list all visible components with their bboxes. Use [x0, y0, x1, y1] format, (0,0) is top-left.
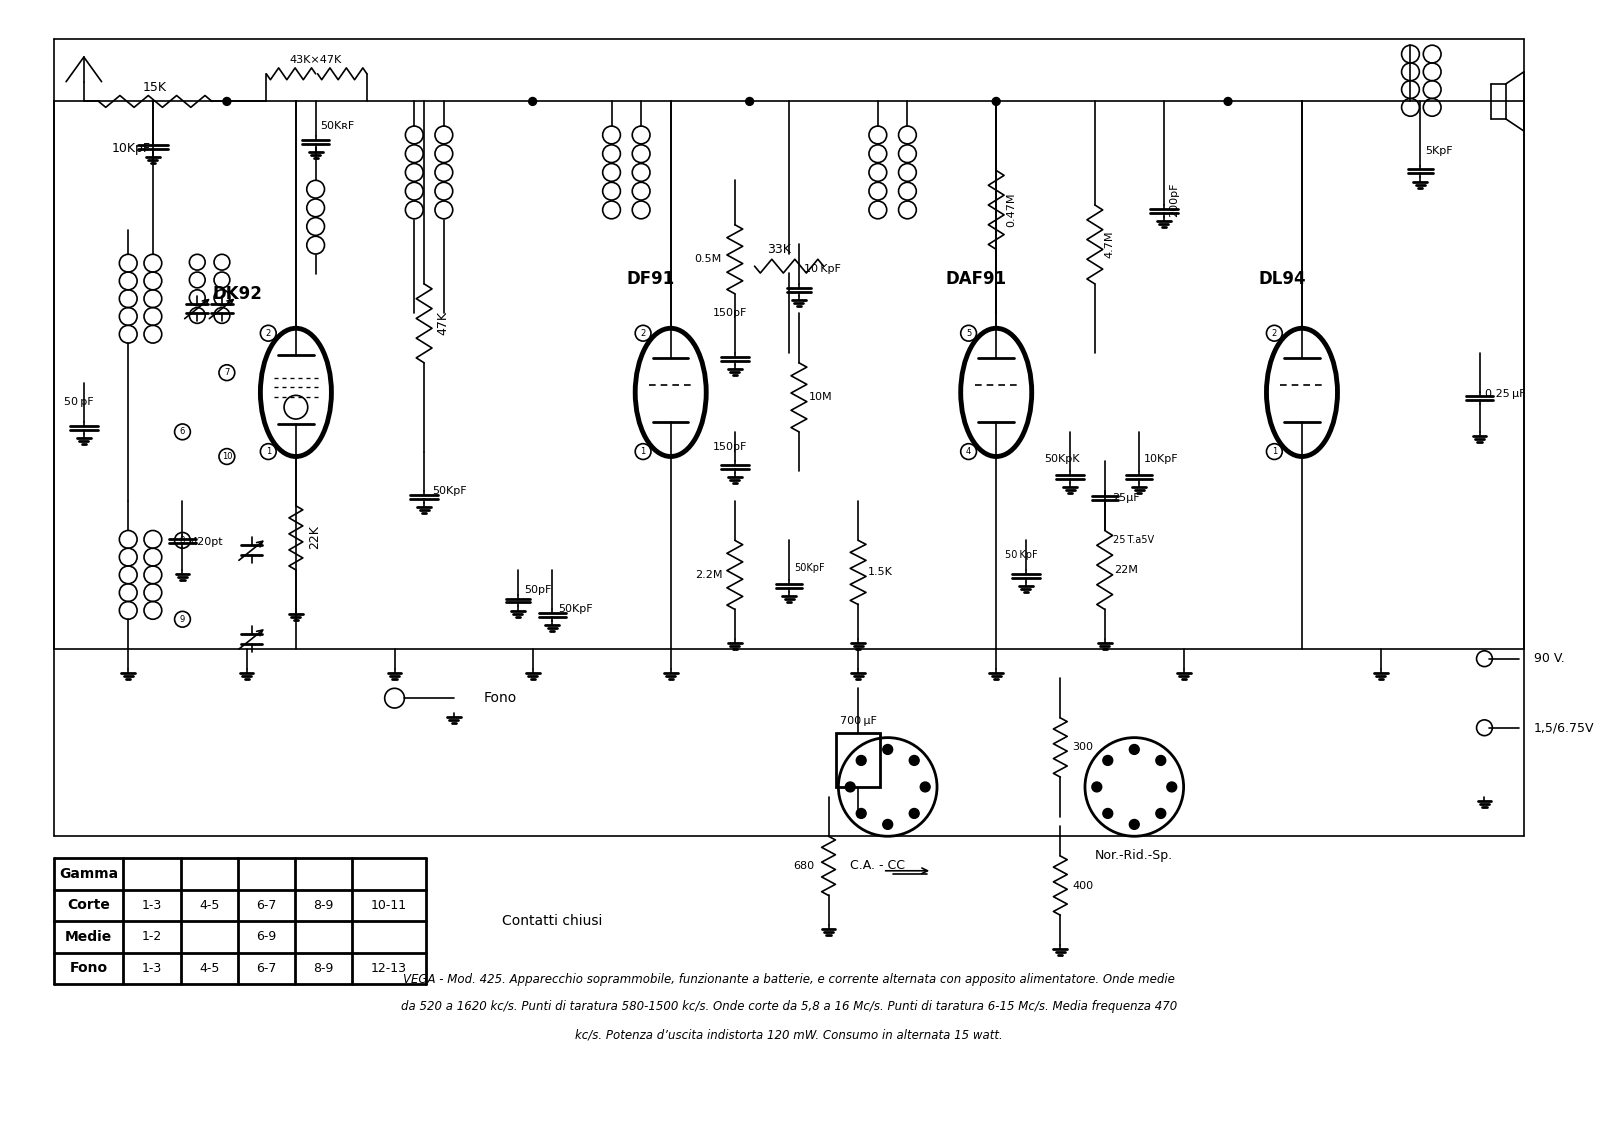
Circle shape: [1155, 809, 1166, 819]
Text: 47K: 47K: [435, 311, 450, 336]
Text: 2: 2: [1272, 329, 1277, 338]
Text: 1-2: 1-2: [142, 931, 162, 943]
Circle shape: [992, 97, 1000, 105]
Text: 10 KpF: 10 KpF: [803, 265, 840, 274]
Text: 0.47M: 0.47M: [1006, 192, 1016, 227]
Text: Nor.-Rid.-Sp.: Nor.-Rid.-Sp.: [1096, 849, 1173, 863]
Text: 22M: 22M: [1115, 566, 1139, 575]
Circle shape: [528, 97, 536, 105]
Circle shape: [883, 820, 893, 829]
Text: 10KpF: 10KpF: [1144, 455, 1179, 465]
Text: 5KpF: 5KpF: [1426, 146, 1453, 156]
Text: DL94: DL94: [1259, 270, 1306, 288]
Text: 1.5K: 1.5K: [867, 567, 893, 577]
Circle shape: [856, 809, 866, 819]
Text: Gamma: Gamma: [59, 866, 118, 881]
Text: 10-11: 10-11: [371, 899, 406, 912]
Text: 300: 300: [1072, 742, 1093, 752]
Text: 1-3: 1-3: [142, 899, 162, 912]
Text: 50 pF: 50 pF: [64, 397, 94, 407]
Circle shape: [1102, 756, 1112, 766]
Circle shape: [909, 756, 918, 766]
Circle shape: [1130, 744, 1139, 754]
Text: 50KpF: 50KpF: [794, 563, 824, 573]
Text: 50 KpF: 50 KpF: [1005, 550, 1037, 560]
Text: 4-5: 4-5: [198, 899, 219, 912]
Circle shape: [1224, 97, 1232, 105]
Text: 680: 680: [794, 861, 814, 871]
Text: 8: 8: [179, 536, 186, 545]
Text: 420pt: 420pt: [190, 537, 222, 547]
Text: 1: 1: [266, 447, 270, 456]
Text: 6: 6: [179, 428, 186, 437]
Text: 0.5M: 0.5M: [694, 254, 722, 265]
Text: 10M: 10M: [810, 392, 832, 403]
Circle shape: [1166, 782, 1176, 792]
Text: 400: 400: [1072, 881, 1093, 890]
Text: 4: 4: [966, 447, 971, 456]
Text: 10KpF: 10KpF: [112, 143, 150, 155]
Text: 1: 1: [640, 447, 646, 456]
Text: 1: 1: [1272, 447, 1277, 456]
Text: 1-3: 1-3: [142, 962, 162, 975]
Text: 90 V.: 90 V.: [1534, 653, 1565, 665]
Bar: [837, 733, 880, 787]
Text: 4-5: 4-5: [198, 962, 219, 975]
Text: DF91: DF91: [627, 270, 675, 288]
Text: 7: 7: [224, 369, 229, 377]
Circle shape: [1155, 756, 1166, 766]
Text: Fono: Fono: [483, 691, 517, 705]
Text: 6-7: 6-7: [256, 962, 277, 975]
Text: 4.7M: 4.7M: [1104, 231, 1115, 258]
Circle shape: [845, 782, 854, 792]
Text: C.A. - CC: C.A. - CC: [850, 860, 906, 872]
Text: 50KpK: 50KpK: [1045, 455, 1080, 465]
Text: 25 T.a5V: 25 T.a5V: [1112, 535, 1154, 545]
Circle shape: [222, 97, 230, 105]
Circle shape: [1102, 809, 1112, 819]
Text: VEGA - Mod. 425. Apparecchio soprammobile, funzionante a batterie, e corrente al: VEGA - Mod. 425. Apparecchio soprammobil…: [403, 973, 1174, 986]
Text: 12-13: 12-13: [371, 962, 406, 975]
Text: 1,5/6.75V: 1,5/6.75V: [1534, 722, 1594, 734]
Circle shape: [856, 756, 866, 766]
Text: 15K: 15K: [142, 81, 166, 94]
Circle shape: [920, 782, 930, 792]
Text: 10: 10: [222, 452, 232, 461]
Text: 150pF: 150pF: [712, 441, 747, 451]
Text: 8-9: 8-9: [314, 962, 334, 975]
Text: 0.25 μF: 0.25 μF: [1485, 389, 1526, 399]
Text: 33K: 33K: [768, 243, 790, 256]
Text: 6-7: 6-7: [256, 899, 277, 912]
Text: Fono: Fono: [70, 961, 107, 975]
Text: 43K×47K: 43K×47K: [290, 55, 342, 64]
Text: kc/s. Potenza d’uscita indistorta 120 mW. Consumo in alternata 15 watt.: kc/s. Potenza d’uscita indistorta 120 mW…: [576, 1028, 1003, 1041]
Text: 50KʀF: 50KʀF: [320, 121, 355, 131]
Text: 2: 2: [266, 329, 270, 338]
Text: Corte: Corte: [67, 898, 110, 913]
Circle shape: [1130, 820, 1139, 829]
Circle shape: [746, 97, 754, 105]
Circle shape: [909, 809, 918, 819]
Text: 6-9: 6-9: [256, 931, 277, 943]
Text: 5: 5: [966, 329, 971, 338]
Text: Contatti chiusi: Contatti chiusi: [502, 914, 603, 929]
Text: 25μF: 25μF: [1112, 493, 1141, 503]
Text: 9: 9: [179, 615, 186, 624]
Text: 22K: 22K: [307, 526, 320, 550]
Text: 8-9: 8-9: [314, 899, 334, 912]
Circle shape: [1091, 782, 1102, 792]
Text: 150pF: 150pF: [712, 309, 747, 319]
Text: DAF91: DAF91: [946, 270, 1006, 288]
Text: 50pF: 50pF: [523, 585, 550, 595]
Text: Medie: Medie: [66, 930, 112, 944]
Text: 200pF: 200pF: [1170, 183, 1179, 217]
Text: 700 μF: 700 μF: [840, 716, 877, 726]
Text: 50KpF: 50KpF: [558, 604, 594, 614]
Text: 2: 2: [640, 329, 646, 338]
Text: 2.2M: 2.2M: [696, 570, 723, 580]
Text: da 520 a 1620 kc/s. Punti di taratura 580-1500 kc/s. Onde corte da 5,8 a 16 Mc/s: da 520 a 1620 kc/s. Punti di taratura 58…: [402, 1001, 1178, 1013]
Text: DK92: DK92: [213, 285, 262, 303]
Text: 50KpF: 50KpF: [432, 486, 467, 497]
Circle shape: [883, 744, 893, 754]
